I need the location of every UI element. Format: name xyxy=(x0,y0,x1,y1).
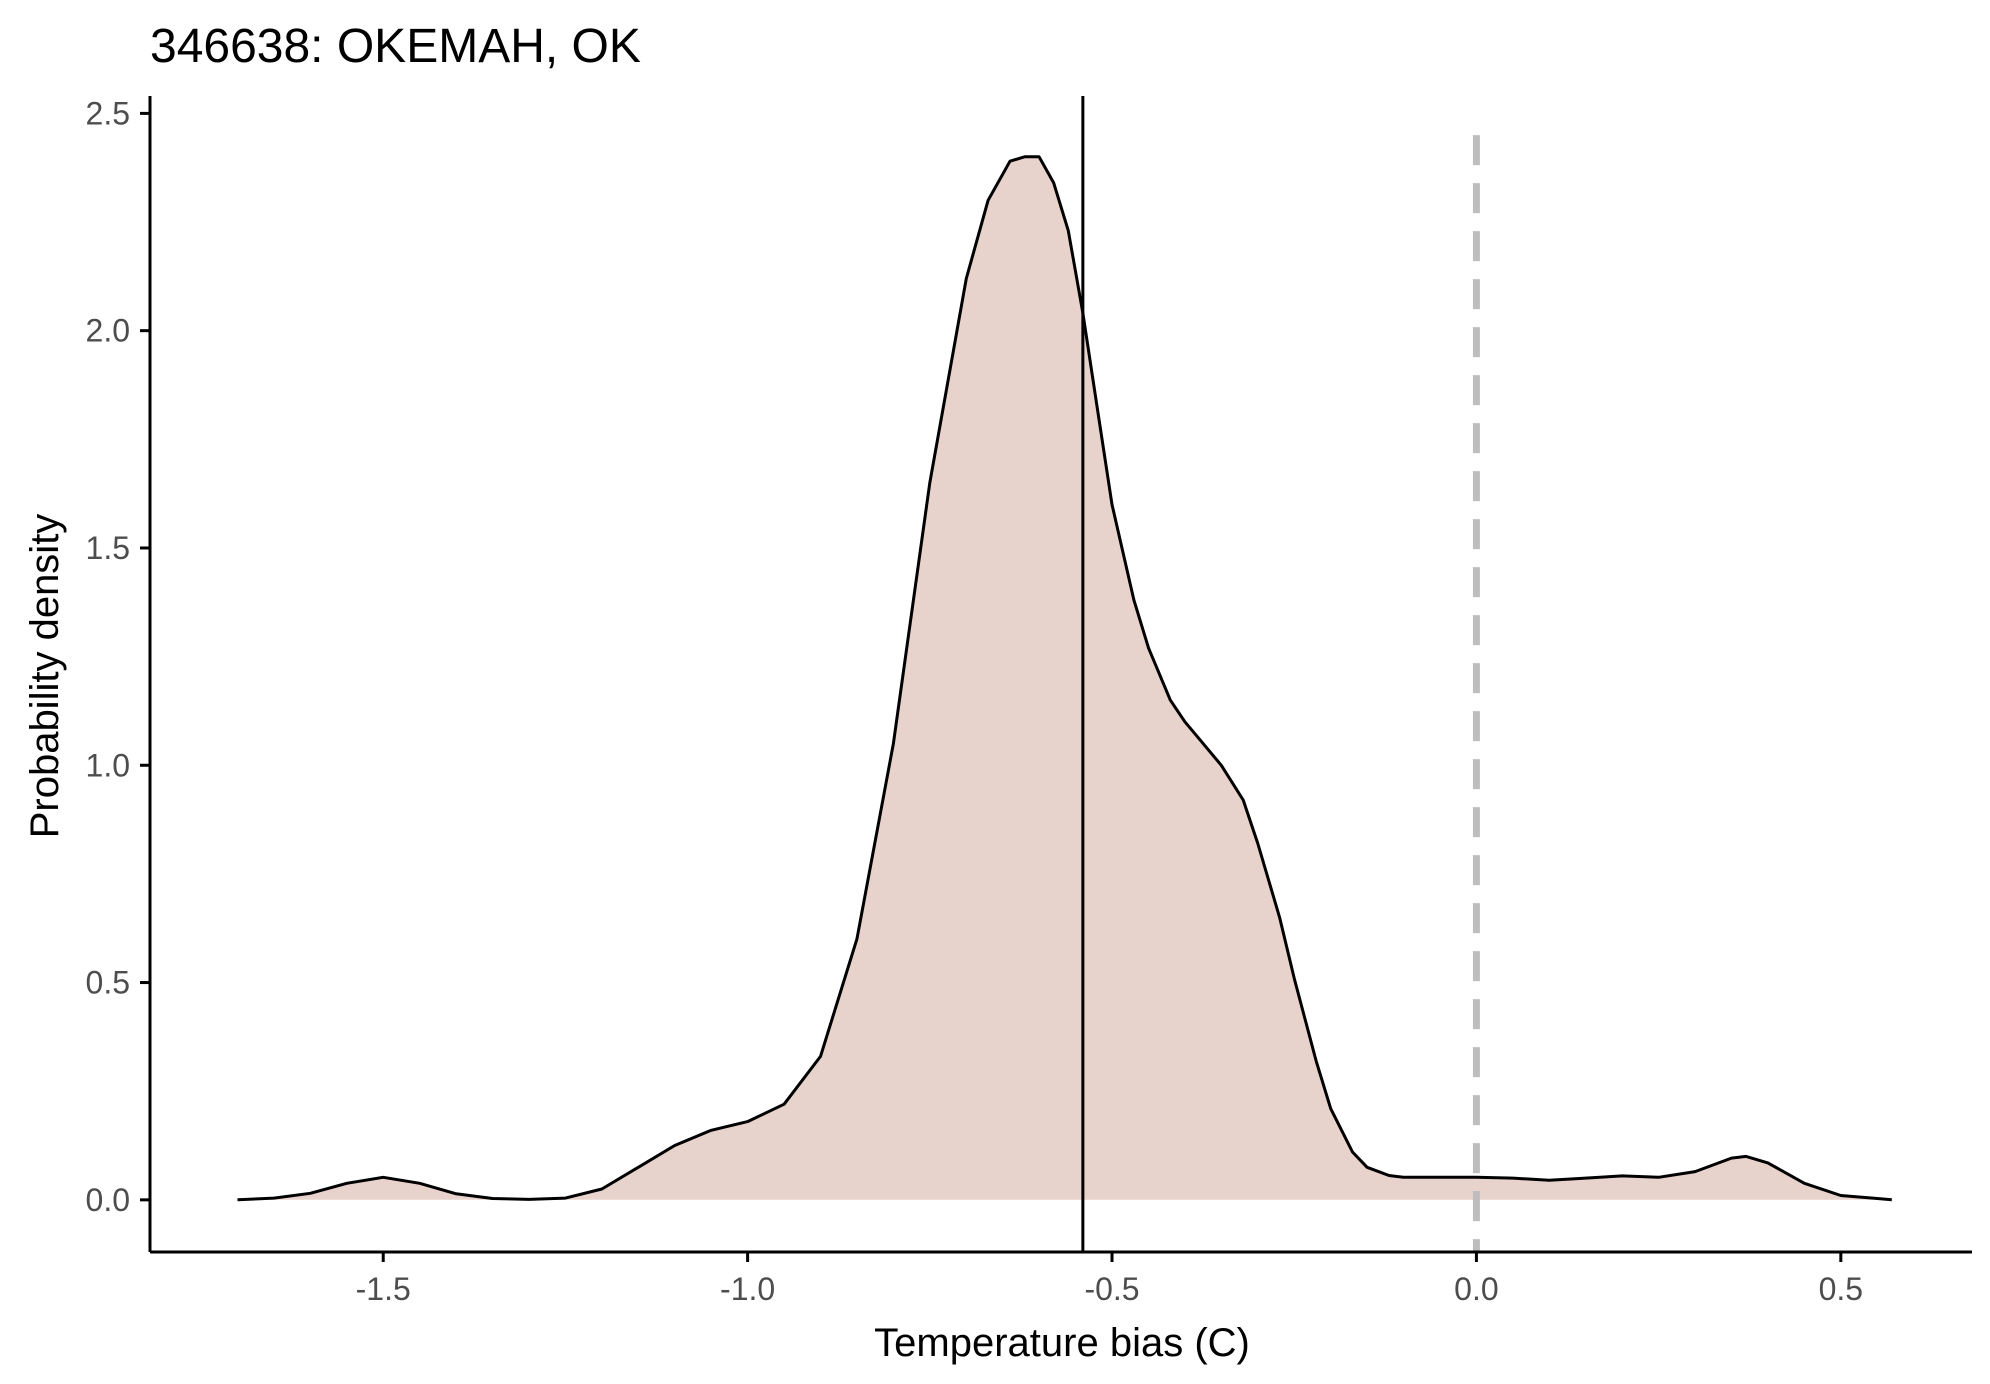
y-axis: 0.0 0.5 1.0 1.5 2.0 2.5 xyxy=(86,95,152,1252)
plot-area xyxy=(237,96,1892,1252)
y-tick-label: 1.0 xyxy=(86,747,130,783)
x-tick-label: -0.5 xyxy=(1084,1271,1139,1307)
y-tick-label: 0.5 xyxy=(86,965,130,1001)
y-tick-label: 2.5 xyxy=(86,95,130,131)
x-tick-label: -1.5 xyxy=(356,1271,411,1307)
y-tick-label: 1.5 xyxy=(86,530,130,566)
density-area xyxy=(237,156,1892,1200)
x-axis: -1.5 -1.0 -0.5 0.0 0.5 xyxy=(150,1250,1972,1307)
x-tick-label: 0.5 xyxy=(1819,1271,1863,1307)
y-tick-label: 2.0 xyxy=(86,313,130,349)
density-curve xyxy=(237,155,1892,1202)
x-tick-label: -1.0 xyxy=(720,1271,775,1307)
x-axis-title: Temperature bias (C) xyxy=(874,1321,1250,1365)
chart-title: 346638: OKEMAH, OK xyxy=(150,20,641,73)
y-tick-label: 0.0 xyxy=(86,1182,130,1218)
x-tick-label: 0.0 xyxy=(1454,1271,1498,1307)
y-axis-title: Probability density xyxy=(23,514,67,839)
